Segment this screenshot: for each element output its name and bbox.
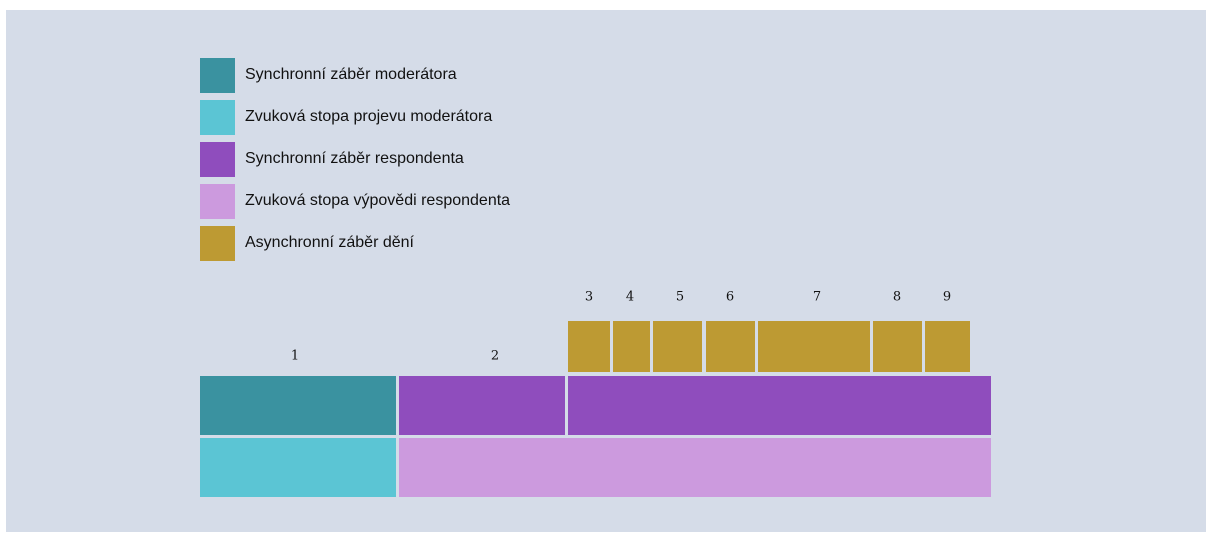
legend-label: Synchronní záběr respondenta xyxy=(245,150,464,167)
legend-swatch xyxy=(200,100,235,135)
block xyxy=(613,321,650,372)
segment-label: 2 xyxy=(491,349,499,364)
segment-label: 7 xyxy=(813,290,821,305)
segment-label: 5 xyxy=(676,290,684,305)
legend-label: Synchronní záběr moderátora xyxy=(245,66,457,83)
block xyxy=(706,321,755,372)
block xyxy=(568,376,991,435)
block xyxy=(568,321,610,372)
block xyxy=(925,321,970,372)
legend-label: Asynchronní záběr dění xyxy=(245,234,415,251)
legend: Synchronní záběr moderátora Zvuková stopa… xyxy=(200,58,510,261)
block xyxy=(758,321,870,372)
legend-swatch xyxy=(200,184,235,219)
segment-label: 9 xyxy=(943,290,951,305)
segment-label: 8 xyxy=(893,290,901,305)
segment-label: 3 xyxy=(585,290,593,305)
block xyxy=(200,376,396,435)
segment-label: 1 xyxy=(291,349,299,364)
legend-swatch xyxy=(200,58,235,93)
segment-labels: 1 2 3 4 5 6 7 8 9 xyxy=(291,290,951,364)
timeline xyxy=(200,321,991,497)
block xyxy=(653,321,702,372)
block xyxy=(399,376,565,435)
block xyxy=(200,438,396,497)
legend-label: Zvuková stopa projevu moderátora xyxy=(245,108,492,125)
segment-label: 6 xyxy=(726,290,734,305)
legend-swatch xyxy=(200,226,235,261)
legend-label: Zvuková stopa výpovědi respondenta xyxy=(245,192,510,209)
block xyxy=(873,321,922,372)
segment-label: 4 xyxy=(626,290,634,305)
block xyxy=(399,438,991,497)
legend-swatch xyxy=(200,142,235,177)
